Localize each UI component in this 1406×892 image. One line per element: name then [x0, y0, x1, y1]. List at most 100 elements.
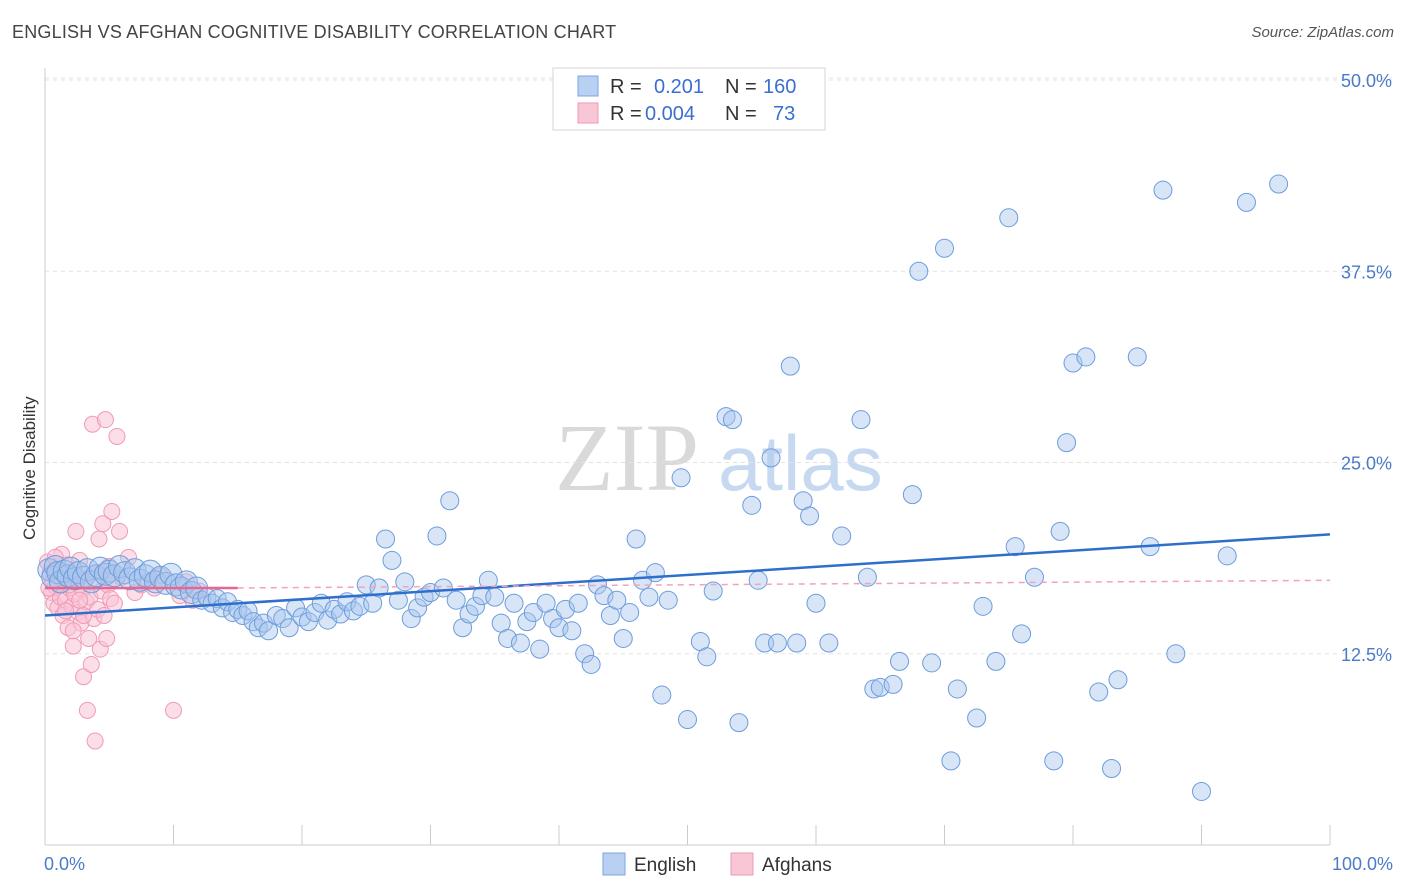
english-point: [298, 612, 318, 632]
english-point: [620, 602, 640, 622]
tick-labels: 12.5% 25.0% 37.5% 50.0% 0.0% 100.0%: [44, 71, 1393, 874]
english-point: [1217, 546, 1237, 566]
afghans-point: [67, 522, 85, 540]
english-point: [1089, 682, 1109, 702]
english-point: [806, 593, 826, 613]
y-tick-label: 50.0%: [1341, 71, 1392, 91]
chart-title: ENGLISH VS AFGHAN COGNITIVE DISABILITY C…: [12, 22, 617, 42]
english-point: [504, 593, 524, 613]
afghans-point: [94, 515, 112, 533]
afghans-point: [57, 602, 75, 620]
english-point: [273, 609, 293, 629]
english-point: [864, 679, 884, 699]
english-point: [941, 751, 961, 771]
english-point: [1153, 180, 1173, 200]
axes: [44, 68, 1331, 846]
english-point: [1127, 347, 1147, 367]
english-point: [902, 485, 922, 505]
english-point: [870, 677, 890, 697]
english-point: [485, 587, 505, 607]
english-point: [395, 572, 415, 592]
english-point: [228, 599, 248, 619]
english-point: [729, 713, 749, 733]
legend-afghans-n-value: 73: [773, 103, 795, 125]
english-point: [1236, 192, 1256, 212]
english-point: [243, 612, 263, 632]
english-point: [780, 356, 800, 376]
english-point: [626, 529, 646, 549]
legend-afghans-r-label: R =: [610, 103, 642, 125]
bottom-legend-afghans-swatch: [730, 852, 754, 876]
english-point: [279, 618, 299, 638]
english-point: [800, 506, 820, 526]
english-point: [935, 238, 954, 258]
english-point: [575, 644, 595, 664]
afghans-point: [82, 655, 100, 673]
afghans-point: [78, 701, 96, 719]
english-point: [350, 596, 370, 616]
english-point: [318, 610, 338, 630]
english-point: [388, 590, 408, 610]
english-point: [748, 570, 768, 590]
english-point: [973, 596, 993, 616]
english-point: [1044, 751, 1064, 771]
english-trend-line: [44, 533, 1331, 617]
x-tick-label: 0.0%: [44, 854, 85, 874]
legend-english-r-label: R =: [610, 76, 642, 98]
english-point: [1050, 521, 1070, 541]
english-point: [851, 410, 871, 430]
english-point: [703, 581, 723, 601]
english-point: [678, 710, 697, 730]
english-point: [787, 633, 807, 653]
english-point: [543, 609, 563, 629]
afghans-point: [105, 594, 123, 612]
trend-lines: [44, 533, 1331, 617]
english-point: [999, 208, 1019, 228]
bottom-legend-afghans-label: Afghans: [762, 855, 832, 876]
english-point: [909, 261, 929, 281]
english-point: [478, 570, 498, 590]
afghans-point: [75, 668, 93, 686]
english-point: [761, 448, 781, 468]
english-point: [607, 590, 627, 610]
english-point: [857, 567, 877, 587]
english-point: [819, 633, 839, 653]
english-point: [986, 651, 1006, 671]
english-point: [382, 550, 402, 570]
legend-english-swatch: [577, 75, 599, 97]
english-point: [697, 647, 717, 667]
y-axis-title: Cognitive Disability: [20, 396, 39, 540]
x-tick-label: 100.0%: [1332, 854, 1393, 874]
legend-afghans-swatch: [577, 102, 599, 124]
grid-lines: [45, 77, 1392, 655]
english-point: [376, 529, 396, 549]
english-point: [369, 578, 389, 598]
afghans-point: [103, 502, 121, 520]
correlation-legend: R = 0.201 N = 160 R = 0.004 N = 73: [552, 67, 826, 131]
english-point: [1012, 624, 1032, 644]
legend-afghans-r-value: 0.004: [645, 103, 695, 125]
english-point: [1166, 644, 1186, 664]
english-point: [1102, 759, 1122, 778]
afghans-point: [64, 622, 82, 640]
english-point: [890, 651, 910, 671]
english-point: [408, 598, 428, 618]
english-point: [433, 578, 453, 598]
bottom-legend-english-label: English: [634, 855, 696, 876]
english-point: [652, 685, 672, 705]
afghans-point: [71, 551, 89, 569]
legend-afghans-n-label: N =: [725, 103, 757, 125]
english-point: [401, 609, 421, 629]
afghans-point: [96, 411, 114, 429]
english-point: [671, 468, 691, 488]
english-point: [947, 679, 967, 699]
english-point: [440, 491, 460, 511]
english-point: [1005, 537, 1025, 557]
afghans-point: [64, 637, 82, 655]
y-tick-label: 12.5%: [1341, 645, 1392, 665]
legend-english-n-value: 160: [763, 76, 796, 98]
english-point: [1063, 353, 1083, 373]
afghans-point: [71, 591, 89, 609]
english-point: [93, 562, 117, 586]
